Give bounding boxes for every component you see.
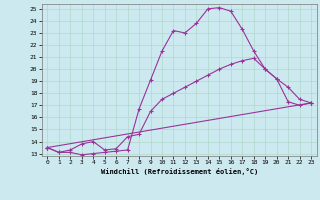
X-axis label: Windchill (Refroidissement éolien,°C): Windchill (Refroidissement éolien,°C)	[100, 168, 258, 175]
